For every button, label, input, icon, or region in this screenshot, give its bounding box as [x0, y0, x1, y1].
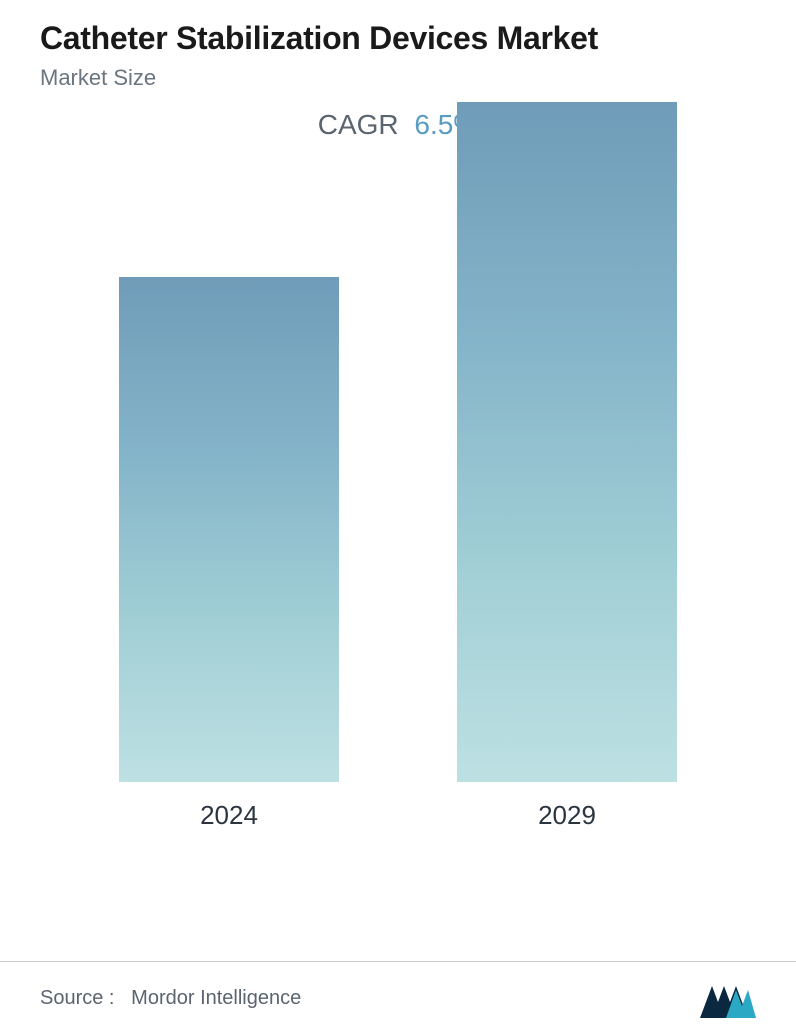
source-text: Source : Mordor Intelligence: [40, 987, 301, 1010]
bar-label-1: 2029: [538, 800, 596, 831]
chart-subtitle: Market Size: [40, 65, 756, 91]
bar-0: [119, 277, 339, 782]
bar-1: [457, 102, 677, 782]
chart-title: Catheter Stabilization Devices Market: [40, 20, 756, 57]
cagr-label: CAGR: [318, 109, 399, 140]
brand-logo-icon: [700, 978, 756, 1018]
bar-group-1: 2029: [447, 102, 687, 831]
chart-area: 2024 2029: [40, 151, 756, 891]
bar-label-0: 2024: [200, 800, 258, 831]
source-label: Source :: [40, 987, 114, 1009]
footer: Source : Mordor Intelligence: [0, 961, 796, 1034]
chart-container: Catheter Stabilization Devices Market Ma…: [0, 0, 796, 1034]
source-name: Mordor Intelligence: [131, 987, 301, 1009]
bars-wrap: 2024 2029: [40, 151, 756, 831]
bar-group-0: 2024: [109, 277, 349, 831]
